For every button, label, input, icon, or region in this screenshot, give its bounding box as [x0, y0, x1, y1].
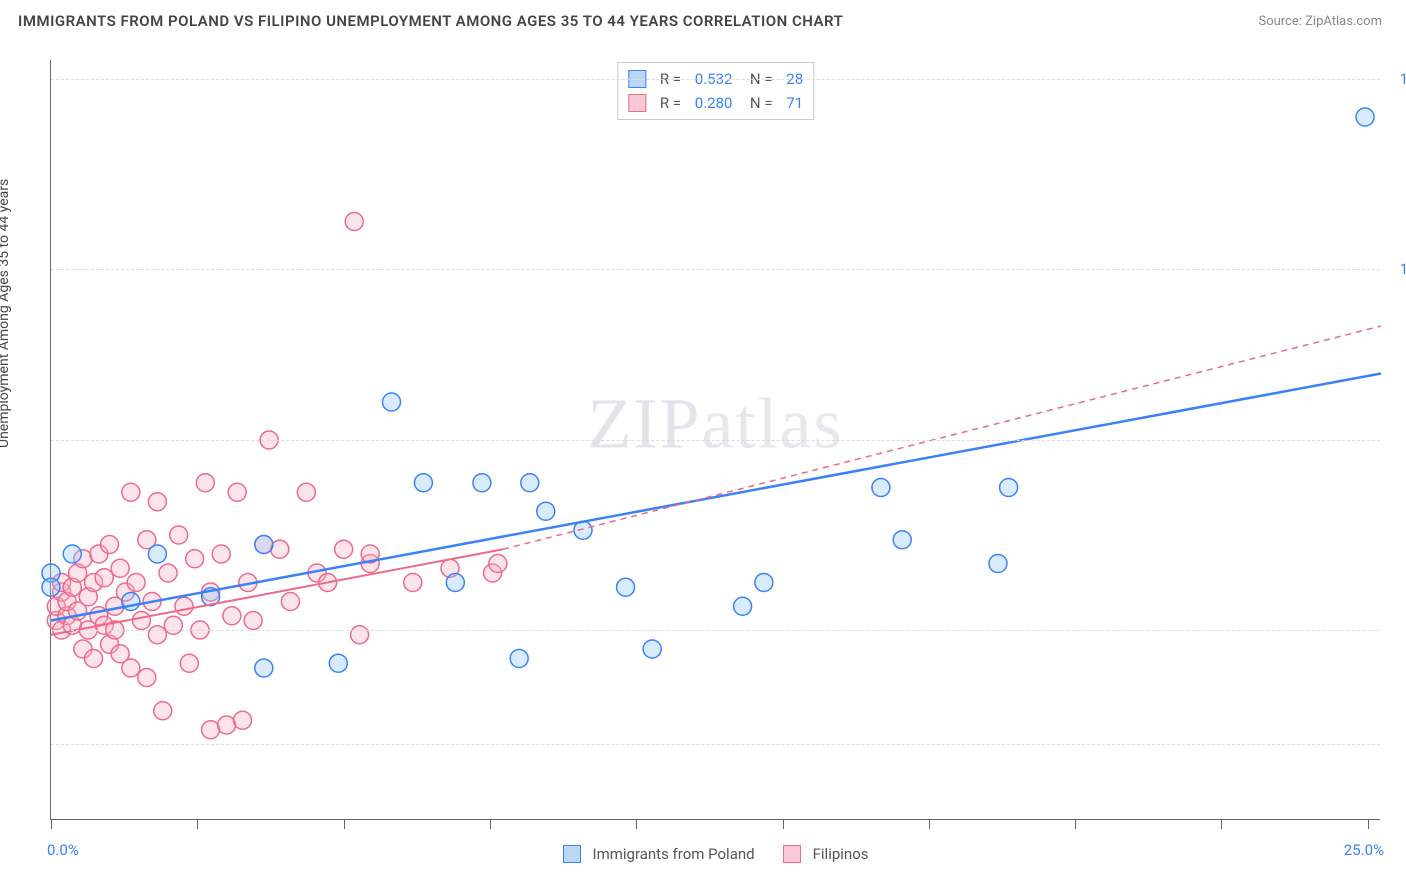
- data-point: [537, 502, 555, 520]
- x-tick: [783, 819, 784, 829]
- data-point: [180, 654, 198, 672]
- data-point: [255, 536, 273, 554]
- data-point: [196, 474, 214, 492]
- data-point: [489, 555, 507, 573]
- data-point: [271, 540, 289, 558]
- data-point: [329, 654, 347, 672]
- x-tick: [929, 819, 930, 829]
- data-point: [218, 716, 236, 734]
- data-point: [404, 574, 422, 592]
- data-point: [755, 574, 773, 592]
- data-point: [281, 593, 299, 611]
- data-point: [446, 574, 464, 592]
- data-point: [63, 545, 81, 563]
- x-tick: [1368, 819, 1369, 829]
- data-point: [414, 474, 432, 492]
- gridline-h: [51, 440, 1380, 441]
- data-point: [132, 612, 150, 630]
- data-point: [244, 612, 262, 630]
- gridline-h: [51, 79, 1380, 80]
- data-point: [186, 550, 204, 568]
- trend-line-extrapolated: [503, 326, 1381, 549]
- x-tick: [490, 819, 491, 829]
- data-point: [351, 626, 369, 644]
- data-point: [111, 559, 129, 577]
- data-point: [872, 479, 890, 497]
- data-point: [85, 650, 103, 668]
- data-point: [643, 640, 661, 658]
- legend-series-item: Filipinos: [783, 845, 869, 863]
- x-tick: [636, 819, 637, 829]
- data-point: [1356, 108, 1374, 126]
- data-point: [617, 578, 635, 596]
- legend-swatch: [783, 845, 801, 863]
- data-point: [989, 555, 1007, 573]
- data-point: [521, 474, 539, 492]
- chart-title: IMMIGRANTS FROM POLAND VS FILIPINO UNEMP…: [18, 12, 843, 30]
- chart-container: IMMIGRANTS FROM POLAND VS FILIPINO UNEMP…: [0, 0, 1406, 892]
- gridline-h: [51, 269, 1380, 270]
- x-tick: [1075, 819, 1076, 829]
- data-point: [148, 545, 166, 563]
- data-point: [255, 659, 273, 677]
- x-max-label: 25.0%: [1344, 841, 1384, 859]
- source-attribution: Source: ZipAtlas.com: [1258, 14, 1382, 29]
- data-point: [212, 545, 230, 563]
- data-point: [138, 669, 156, 687]
- data-point: [510, 650, 528, 668]
- x-tick: [197, 819, 198, 829]
- x-tick: [1221, 819, 1222, 829]
- data-point: [893, 531, 911, 549]
- data-point: [345, 213, 363, 231]
- plot-area: ZIPatlas R = 0.532 N = 28R = 0.280 N = 7…: [50, 60, 1380, 820]
- data-point: [228, 483, 246, 501]
- data-point: [473, 474, 491, 492]
- legend-series-label: Immigrants from Poland: [592, 845, 754, 863]
- data-point: [148, 626, 166, 644]
- data-point: [164, 616, 182, 634]
- data-point: [101, 536, 119, 554]
- x-min-label: 0.0%: [47, 841, 79, 859]
- data-point: [202, 721, 220, 739]
- data-point: [175, 597, 193, 615]
- data-point: [154, 702, 172, 720]
- data-point: [234, 711, 252, 729]
- legend-series-label: Filipinos: [813, 845, 869, 863]
- data-point: [223, 607, 241, 625]
- gridline-h: [51, 744, 1380, 745]
- data-point: [335, 540, 353, 558]
- data-point: [170, 526, 188, 544]
- data-point: [148, 493, 166, 511]
- x-tick: [344, 819, 345, 829]
- data-point: [42, 578, 60, 596]
- y-tick-label: 15.0%: [1400, 70, 1406, 88]
- gridline-h: [51, 630, 1380, 631]
- data-point: [95, 569, 113, 587]
- data-point: [297, 483, 315, 501]
- data-point: [127, 574, 145, 592]
- y-axis-label: Unemployment Among Ages 35 to 44 years: [0, 179, 12, 448]
- data-point: [382, 393, 400, 411]
- x-tick: [51, 819, 52, 829]
- y-tick-label: 11.2%: [1400, 260, 1406, 278]
- trend-line: [51, 374, 1381, 621]
- data-point: [159, 564, 177, 582]
- data-point: [1000, 479, 1018, 497]
- data-point: [122, 483, 140, 501]
- data-point: [734, 597, 752, 615]
- legend-series: Immigrants from Poland Filipinos: [562, 845, 868, 863]
- data-point: [122, 659, 140, 677]
- legend-series-item: Immigrants from Poland: [562, 845, 754, 863]
- legend-swatch: [562, 845, 580, 863]
